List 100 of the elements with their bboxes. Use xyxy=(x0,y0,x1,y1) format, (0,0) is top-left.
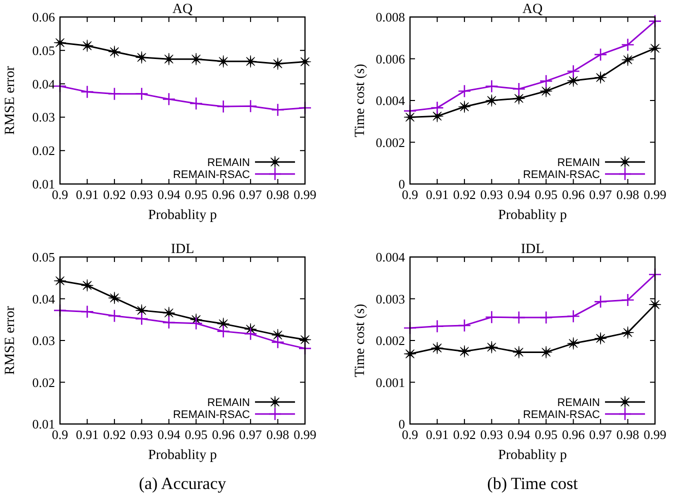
point xyxy=(80,39,94,52)
y-tick-label: 0.006 xyxy=(376,51,406,66)
point xyxy=(621,53,634,66)
x-tick-label: 0.91 xyxy=(426,427,449,442)
x-tick-label: 0.94 xyxy=(508,427,531,442)
point xyxy=(567,74,580,87)
y-tick-label: 0.05 xyxy=(32,42,55,58)
y-axis-title: RMSE error xyxy=(3,66,18,135)
chart-title: AQ xyxy=(172,2,193,17)
x-tick-label: 0.98 xyxy=(616,187,640,202)
y-tick-label: 0.02 xyxy=(32,374,55,390)
point xyxy=(458,345,471,358)
legend-label: REMAIN-RSAC xyxy=(522,409,600,421)
point xyxy=(217,318,230,330)
x-tick-label: 0.98 xyxy=(266,427,290,442)
legend-label: REMAIN-RSAC xyxy=(172,409,250,421)
x-tick-label: 0.93 xyxy=(480,187,504,202)
y-tick-label: 0.002 xyxy=(376,333,405,348)
point xyxy=(108,87,122,100)
point xyxy=(189,316,203,330)
point xyxy=(512,82,526,96)
point xyxy=(216,100,230,114)
point xyxy=(458,84,472,98)
x-axis-title: Probablity p xyxy=(498,448,567,463)
legend-label: REMAIN xyxy=(207,397,250,409)
legend-label: REMAIN-RSAC xyxy=(522,169,600,181)
point xyxy=(430,101,444,114)
point xyxy=(458,100,471,114)
point xyxy=(271,103,284,116)
x-tick-label: 0.92 xyxy=(103,187,126,202)
y-tick-label: 0.001 xyxy=(376,374,405,390)
point xyxy=(458,318,472,332)
point xyxy=(566,310,580,323)
y-tick-label: 0.003 xyxy=(376,291,405,306)
x-tick-label: 0.96 xyxy=(562,427,586,442)
point xyxy=(594,332,607,345)
x-tick-label: 0.91 xyxy=(426,187,449,202)
x-axis-title: Probablity p xyxy=(148,448,217,463)
point xyxy=(135,304,148,317)
point xyxy=(162,92,176,106)
y-tick-label: 0.04 xyxy=(32,291,56,306)
point xyxy=(621,38,634,52)
text: (b) Time cost xyxy=(487,474,578,493)
y-tick-label: 0.002 xyxy=(376,134,405,150)
x-tick-label: 0.95 xyxy=(534,427,558,442)
point xyxy=(108,309,122,323)
x-tick-label: 0.96 xyxy=(212,187,236,202)
x-tick-label: 0.99 xyxy=(294,427,316,442)
x-tick-label: 0.93 xyxy=(480,427,504,442)
chart-title: IDL xyxy=(170,242,194,257)
text: (a) Accuracy xyxy=(138,474,227,493)
x-tick-label: 0.99 xyxy=(644,427,666,442)
point xyxy=(244,327,258,340)
point xyxy=(567,337,580,350)
y-axis-title: RMSE error xyxy=(3,306,18,375)
point xyxy=(216,324,230,338)
point xyxy=(80,85,94,98)
point xyxy=(512,310,526,324)
point xyxy=(162,316,176,330)
point xyxy=(271,57,284,70)
x-tick-label: 0.98 xyxy=(266,187,290,202)
y-axis-title: Time cost (s) xyxy=(353,63,368,138)
x-tick-label: 0.91 xyxy=(76,187,99,202)
x-tick-label: 0.94 xyxy=(158,187,181,202)
y-tick-label: 0.004 xyxy=(376,250,406,264)
x-axis-title: Probablity p xyxy=(148,208,217,223)
y-tick-label: 0.008 xyxy=(376,10,405,24)
point xyxy=(80,305,94,318)
point xyxy=(430,110,444,122)
legend-label: REMAIN xyxy=(557,157,600,169)
point xyxy=(621,293,634,307)
point xyxy=(108,45,121,58)
x-tick-label: 0.95 xyxy=(184,187,208,202)
point xyxy=(135,312,148,326)
chart-title: IDL xyxy=(520,242,544,257)
y-tick-label: 0.06 xyxy=(32,10,56,24)
y-tick-label: 0.03 xyxy=(32,333,55,348)
x-tick-label: 0.99 xyxy=(644,187,666,202)
y-tick-label: 0.03 xyxy=(32,110,55,125)
x-tick-label: 0.92 xyxy=(103,427,126,442)
x-tick-label: 0.94 xyxy=(508,187,531,202)
x-tick-label: 0.92 xyxy=(453,427,476,442)
point xyxy=(135,51,148,64)
chart-title: AQ xyxy=(522,2,543,17)
legend-label: REMAIN xyxy=(557,397,600,409)
legend-label: REMAIN-RSAC xyxy=(172,169,250,181)
point xyxy=(430,342,444,354)
point xyxy=(271,336,284,349)
x-tick-label: 0.96 xyxy=(562,187,586,202)
point xyxy=(594,71,607,84)
x-tick-label: 0.97 xyxy=(239,427,262,442)
x-axis-title: Probablity p xyxy=(498,208,567,223)
point xyxy=(485,340,498,354)
x-tick-label: 0.95 xyxy=(534,187,558,202)
legend-label: REMAIN xyxy=(207,157,250,169)
point xyxy=(80,279,94,292)
point xyxy=(539,310,553,324)
x-tick-label: 0.98 xyxy=(616,427,640,442)
x-tick-label: 0.91 xyxy=(76,427,99,442)
x-tick-label: 0.99 xyxy=(294,187,316,202)
